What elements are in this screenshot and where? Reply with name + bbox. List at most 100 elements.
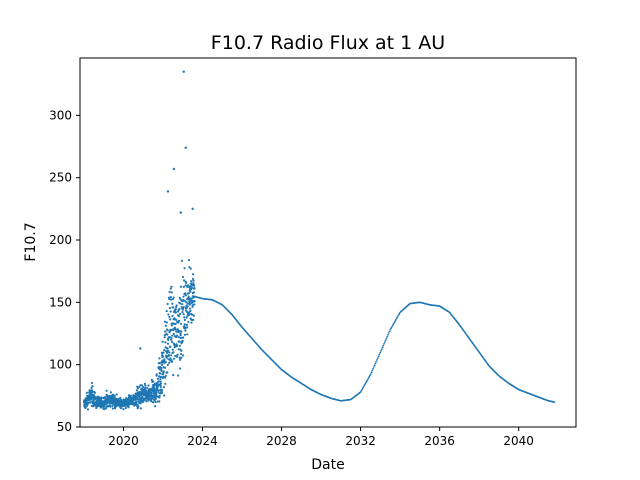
y-tick-label: 300 (49, 108, 72, 122)
data-point (168, 297, 171, 300)
data-point (167, 349, 170, 352)
outlier-point (166, 190, 170, 193)
data-point (189, 309, 192, 313)
forecast-point (391, 324, 394, 327)
data-point (184, 294, 187, 297)
data-point (191, 305, 194, 309)
data-point (104, 407, 107, 410)
data-point (184, 292, 187, 295)
plot-frame (79, 57, 577, 428)
data-point (181, 310, 184, 314)
data-point (188, 303, 191, 306)
data-point (170, 285, 173, 288)
data-point (192, 314, 196, 317)
forecast-point (367, 377, 370, 380)
data-point (153, 387, 156, 390)
data-point (160, 391, 164, 394)
data-point (111, 407, 114, 410)
forecast-point (385, 337, 388, 340)
forecast-point (360, 390, 363, 392)
data-point (166, 342, 170, 345)
data-point (177, 374, 180, 377)
data-point (179, 285, 183, 288)
data-point (120, 399, 123, 402)
data-point (90, 381, 94, 385)
forecast-point (388, 330, 391, 333)
data-point (172, 306, 175, 309)
data-point (160, 389, 164, 392)
forecast-point (371, 369, 374, 372)
data-point (111, 404, 114, 407)
forecast-point (365, 381, 367, 384)
data-point (113, 394, 116, 397)
data-point (148, 398, 151, 401)
data-point (185, 301, 188, 304)
data-point (189, 267, 192, 270)
data-point (183, 323, 186, 326)
data-point (93, 391, 97, 394)
data-point (139, 402, 142, 405)
data-point (172, 351, 175, 354)
data-point (85, 391, 88, 394)
data-point (150, 391, 153, 395)
data-point (145, 400, 148, 403)
data-point (161, 340, 164, 343)
forecast-point (369, 374, 371, 377)
data-point (140, 384, 143, 387)
data-point (182, 306, 185, 309)
data-point (159, 382, 162, 385)
x-tick-label: 2032 (345, 434, 376, 448)
data-point (171, 334, 174, 337)
data-point (157, 391, 160, 394)
data-point (181, 275, 185, 279)
data-point (181, 308, 185, 311)
data-point (169, 298, 173, 301)
data-point (164, 376, 167, 379)
data-point (178, 329, 181, 333)
data-point (144, 386, 147, 390)
data-point (187, 295, 190, 298)
data-point (178, 340, 181, 343)
data-point (183, 279, 186, 282)
y-tick-label: 250 (49, 171, 72, 185)
forecast-point (398, 313, 400, 316)
chart-title: F10.7 Radio Flux at 1 AU (211, 32, 445, 54)
data-point (164, 330, 167, 333)
data-point (122, 407, 125, 411)
y-tick-label: 150 (49, 295, 72, 309)
data-point (174, 308, 177, 311)
data-point (168, 290, 171, 294)
forecast-point (376, 357, 379, 359)
forecast-point (374, 362, 377, 365)
data-point (172, 296, 175, 299)
data-point (183, 299, 186, 302)
data-point (105, 389, 108, 392)
data-point (168, 315, 171, 319)
data-point (166, 329, 169, 332)
data-point (186, 305, 189, 308)
forecast-point (380, 350, 382, 352)
outlier-point (179, 211, 182, 214)
data-point (113, 407, 117, 410)
data-point (111, 393, 115, 396)
data-point (171, 314, 174, 318)
data-point (193, 287, 196, 290)
data-point (183, 318, 186, 322)
data-point (143, 382, 146, 385)
data-point (164, 360, 167, 364)
data-point (160, 366, 163, 370)
data-point (159, 375, 163, 378)
data-point (161, 355, 165, 358)
data-point (156, 377, 159, 380)
data-point (109, 405, 112, 408)
data-point (181, 339, 184, 343)
data-point (179, 302, 182, 305)
data-point (137, 405, 140, 408)
data-point (175, 355, 178, 358)
data-point (169, 357, 172, 360)
x-tick-label: 2020 (108, 434, 139, 448)
outlier-point (182, 70, 185, 73)
data-point (157, 380, 160, 383)
data-point (169, 318, 172, 321)
x-tick-label: 2036 (424, 434, 455, 448)
